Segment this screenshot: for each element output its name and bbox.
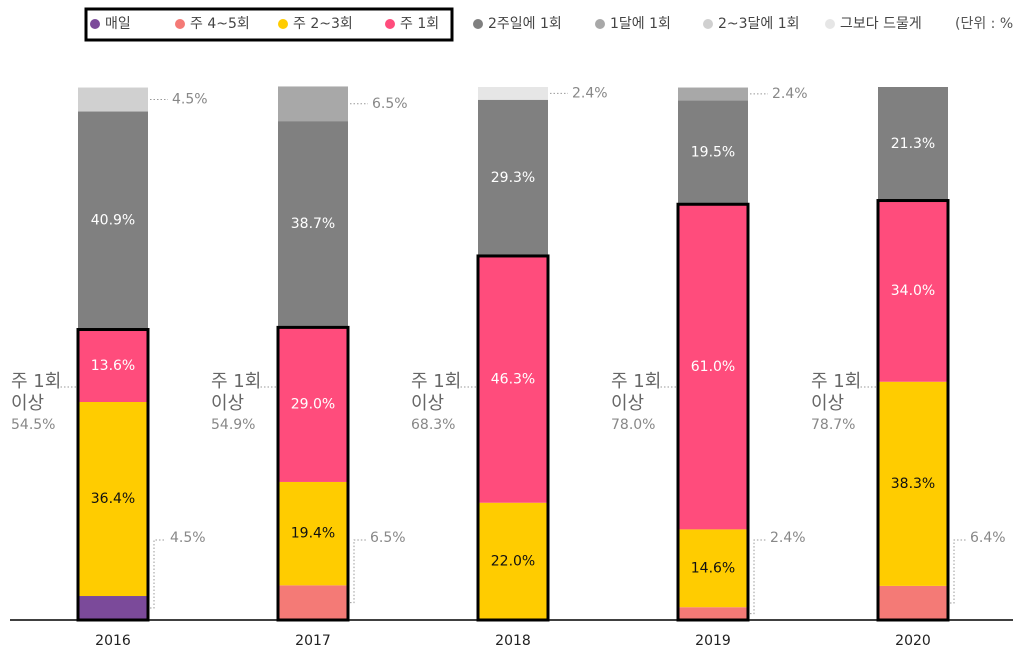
- legend-swatch: [703, 19, 713, 29]
- legend-label: 매일: [105, 16, 131, 32]
- summary-value: 54.5%: [11, 417, 55, 433]
- legend-swatch: [90, 19, 100, 29]
- bar-segment: [678, 529, 748, 608]
- x-tick-label: 2019: [695, 633, 731, 649]
- bar-segment: [678, 100, 748, 205]
- summary-value: 78.7%: [811, 417, 855, 433]
- bar-segment: [278, 121, 348, 328]
- legend-highlight-box: [84, 7, 454, 42]
- summary-label: 주 1회: [211, 371, 261, 392]
- value-label: 38.3%: [891, 476, 935, 492]
- value-label: 36.4%: [91, 491, 135, 507]
- summary-label: 주 1회: [11, 371, 61, 392]
- value-label: 19.4%: [291, 526, 335, 542]
- highlight-box: [276, 325, 350, 622]
- bar-segment: [478, 87, 548, 100]
- value-label: 19.5%: [691, 144, 735, 160]
- legend-label: 주 1회: [400, 16, 439, 32]
- bar-segment: [878, 200, 948, 382]
- highlight-box: [476, 254, 550, 622]
- highlight-box: [676, 202, 750, 622]
- callout-label: 6.4%: [970, 530, 1006, 546]
- summary-label: 주 1회: [811, 371, 861, 392]
- callout-line: [750, 539, 766, 615]
- callout-label: 6.5%: [370, 530, 406, 546]
- bar-segment: [78, 111, 148, 330]
- highlight-box: [876, 199, 950, 622]
- x-tick-label: 2018: [495, 633, 531, 649]
- value-label: 29.3%: [491, 170, 535, 186]
- bar-segment: [678, 204, 748, 530]
- legend-swatch: [825, 19, 835, 29]
- legend-label: 2주일에 1회: [488, 16, 562, 32]
- legend-swatch: [473, 19, 483, 29]
- bar-segment: [278, 327, 348, 482]
- callout-line: [350, 539, 366, 604]
- value-label: 40.9%: [91, 213, 135, 229]
- callout-label: 2.4%: [572, 85, 608, 101]
- summary-value: 68.3%: [411, 417, 455, 433]
- summary-label: 이상: [811, 393, 844, 414]
- legend-label: 1달에 1회: [610, 16, 671, 32]
- bar-segment: [78, 402, 148, 597]
- value-label: 38.7%: [291, 216, 335, 232]
- bar-segment: [78, 596, 148, 620]
- callout-label: 6.5%: [372, 96, 408, 112]
- legend-swatch: [385, 19, 395, 29]
- callout-line: [950, 539, 966, 604]
- summary-value: 78.0%: [611, 417, 655, 433]
- value-label: 13.6%: [91, 358, 135, 374]
- legend-swatch: [175, 19, 185, 29]
- bar-segment: [78, 329, 148, 403]
- x-tick-label: 2017: [295, 633, 331, 649]
- bar-segment: [78, 87, 148, 112]
- legend-label: 주 4~5회: [190, 16, 250, 32]
- bar-segment: [678, 607, 748, 620]
- summary-label: 주 1회: [611, 371, 661, 392]
- callout-line: [150, 539, 166, 609]
- value-label: 46.3%: [491, 371, 535, 387]
- summary-label: 이상: [611, 393, 644, 414]
- value-label: 21.3%: [891, 136, 935, 152]
- callout-label: 2.4%: [770, 530, 806, 546]
- bar-segment: [278, 481, 348, 586]
- legend-label: 2~3달에 1회: [718, 16, 800, 32]
- value-label: 14.6%: [691, 560, 735, 576]
- value-label: 22.0%: [491, 553, 535, 569]
- bar-segment: [878, 87, 948, 201]
- callout-label: 4.5%: [170, 530, 206, 546]
- bar-segment: [878, 381, 948, 586]
- bar-segment: [878, 585, 948, 620]
- summary-label: 이상: [211, 393, 244, 414]
- legend-swatch: [278, 19, 288, 29]
- x-tick-label: 2016: [95, 633, 131, 649]
- highlight-box: [76, 328, 150, 622]
- bar-segment: [678, 87, 748, 101]
- summary-label: 이상: [411, 393, 444, 414]
- summary-value: 54.9%: [211, 417, 255, 433]
- x-tick-label: 2020: [895, 633, 931, 649]
- summary-label: 주 1회: [411, 371, 461, 392]
- summary-label: 이상: [11, 393, 44, 414]
- bar-segment: [278, 86, 348, 122]
- callout-label: 4.5%: [172, 92, 208, 108]
- legend-label: 주 2~3회: [293, 16, 353, 32]
- bar-segment: [278, 585, 348, 620]
- bar-segment: [478, 99, 548, 256]
- bar-segment: [478, 255, 548, 503]
- unit-note: (단위 : %): [955, 16, 1013, 32]
- value-label: 34.0%: [891, 283, 935, 299]
- legend-label: 그보다 드물게: [840, 16, 922, 32]
- legend-swatch: [595, 19, 605, 29]
- bar-segment: [478, 502, 548, 620]
- callout-label: 2.4%: [772, 86, 808, 102]
- value-label: 61.0%: [691, 359, 735, 375]
- value-label: 29.0%: [291, 397, 335, 413]
